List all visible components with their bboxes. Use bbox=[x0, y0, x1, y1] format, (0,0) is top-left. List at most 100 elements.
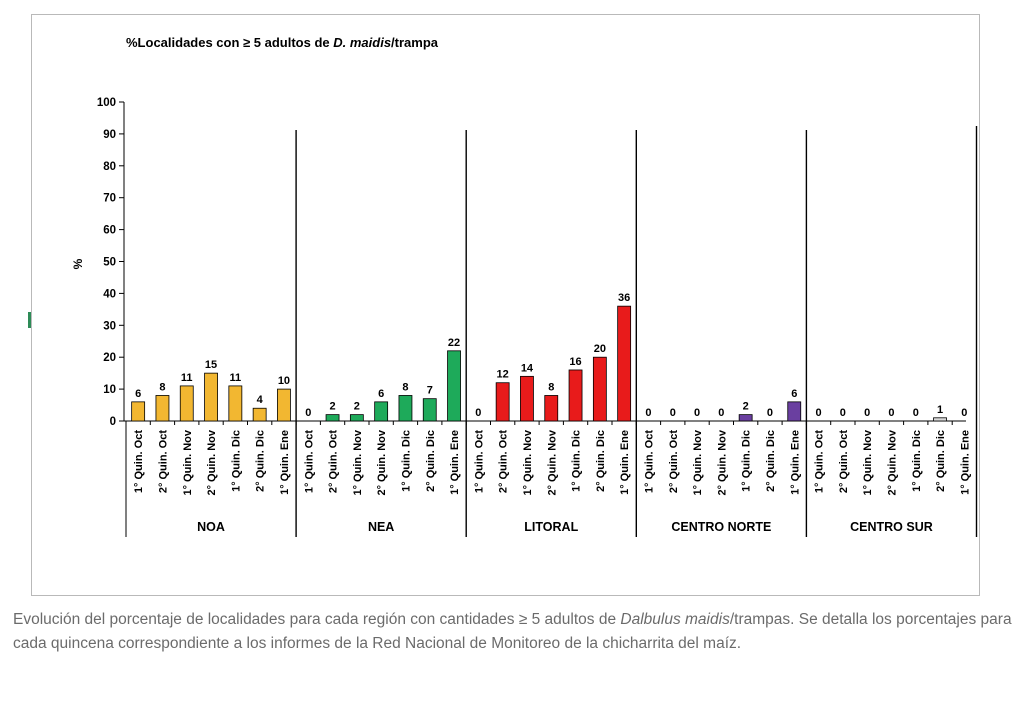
x-category-label: 1° Quin. Ene bbox=[449, 430, 461, 495]
x-category-label: 2° Quin. Nov bbox=[886, 429, 898, 495]
bar-value-label: 2 bbox=[743, 401, 749, 413]
x-group-label: CENTRO NORTE bbox=[671, 520, 771, 534]
x-category-label: 2° Quin. Dic bbox=[765, 430, 777, 492]
bar-value-label: 0 bbox=[913, 407, 919, 419]
bar-value-label: 0 bbox=[840, 407, 846, 419]
x-category-label: 1° Quin. Oct bbox=[473, 430, 485, 493]
bar-value-label: 0 bbox=[961, 407, 967, 419]
bar-value-label: 0 bbox=[888, 407, 894, 419]
x-category-label: 2° Quin. Oct bbox=[838, 430, 850, 493]
bar-value-label: 15 bbox=[205, 359, 217, 371]
bar-value-label: 0 bbox=[718, 407, 724, 419]
x-category-label: 1° Quin. Nov bbox=[352, 429, 364, 495]
bar bbox=[447, 350, 461, 422]
bar-value-label: 2 bbox=[354, 401, 360, 413]
figure-caption: Evolución del porcentaje de localidades … bbox=[13, 611, 1012, 652]
bar bbox=[398, 395, 413, 422]
x-category-label: 1° Quin. Oct bbox=[133, 430, 145, 493]
y-tick-label: 60 bbox=[103, 225, 116, 237]
x-group-label: CENTRO SUR bbox=[850, 520, 933, 534]
bar-value-label: 1 bbox=[937, 404, 943, 416]
bar bbox=[933, 417, 947, 422]
bar-value-label: 11 bbox=[230, 372, 242, 384]
bar bbox=[131, 401, 146, 422]
bar-value-label: 0 bbox=[815, 407, 821, 419]
bar-value-label: 16 bbox=[569, 356, 581, 368]
bar bbox=[738, 414, 753, 422]
bar-value-label: 8 bbox=[402, 381, 408, 393]
bar bbox=[520, 375, 534, 422]
bar bbox=[349, 414, 364, 422]
x-category-label: 1° Quin. Dic bbox=[741, 430, 753, 492]
x-category-label: 2° Quin. Dic bbox=[595, 430, 607, 492]
bar-value-label: 0 bbox=[694, 407, 700, 419]
caption-species: Dalbulus maidis bbox=[620, 611, 730, 628]
x-category-label: 2° Quin. Dic bbox=[935, 430, 947, 492]
bar bbox=[787, 401, 802, 422]
bar-value-label: 10 bbox=[278, 375, 290, 387]
bar bbox=[252, 407, 267, 422]
x-category-label: 2° Quin. Dic bbox=[255, 430, 267, 492]
y-tick-label: 20 bbox=[103, 352, 116, 364]
bar-value-label: 0 bbox=[670, 407, 676, 419]
y-tick-label: 90 bbox=[103, 129, 116, 141]
x-category-label: 2° Quin. Oct bbox=[328, 430, 340, 493]
y-tick-label: 50 bbox=[103, 257, 116, 269]
bar-value-label: 6 bbox=[135, 388, 141, 400]
bar-value-label: 2 bbox=[329, 401, 335, 413]
bar bbox=[179, 385, 194, 422]
bar bbox=[568, 369, 583, 422]
bar bbox=[277, 388, 291, 422]
y-tick-label: 80 bbox=[103, 161, 116, 173]
y-tick-label: 10 bbox=[103, 384, 116, 396]
bar bbox=[422, 398, 437, 422]
x-category-label: 2° Quin. Nov bbox=[206, 429, 218, 495]
bar-value-label: 8 bbox=[159, 381, 165, 393]
bar-chart: %Localidades con ≥ 5 adultos de D. maidi… bbox=[71, 35, 978, 537]
bar-value-label: 36 bbox=[618, 292, 630, 304]
y-tick-label: 40 bbox=[103, 288, 116, 300]
x-category-label: 1° Quin. Ene bbox=[959, 430, 971, 495]
x-category-label: 1° Quin. Dic bbox=[230, 430, 242, 492]
bar bbox=[228, 385, 243, 422]
x-category-label: 1° Quin. Oct bbox=[303, 430, 315, 493]
bar bbox=[155, 395, 170, 422]
x-category-label: 1° Quin. Nov bbox=[862, 429, 874, 495]
bar-value-label: 0 bbox=[864, 407, 870, 419]
x-category-label: 1° Quin. Ene bbox=[619, 430, 631, 495]
bar bbox=[374, 401, 389, 422]
x-group-label: NEA bbox=[368, 520, 394, 534]
x-category-label: 1° Quin. Dic bbox=[400, 430, 412, 492]
y-tick-label: 0 bbox=[110, 416, 116, 428]
bar-value-label: 8 bbox=[548, 381, 554, 393]
bar bbox=[544, 395, 559, 422]
y-tick-label: 70 bbox=[103, 193, 116, 205]
y-axis-label: % bbox=[71, 258, 85, 269]
x-category-label: 2° Quin. Nov bbox=[376, 429, 388, 495]
bar bbox=[592, 356, 607, 422]
x-category-label: 1° Quin. Nov bbox=[522, 429, 534, 495]
bar-value-label: 7 bbox=[427, 385, 433, 397]
bar-value-label: 22 bbox=[448, 337, 460, 349]
bar bbox=[495, 382, 510, 422]
bar-value-label: 0 bbox=[645, 407, 651, 419]
x-category-label: 1° Quin. Oct bbox=[814, 430, 826, 493]
bar-value-label: 14 bbox=[521, 362, 534, 374]
chart-title: %Localidades con ≥ 5 adultos de D. maidi… bbox=[126, 35, 439, 50]
x-group-label: NOA bbox=[197, 520, 225, 534]
y-tick-label: 100 bbox=[97, 97, 116, 109]
bar-value-label: 0 bbox=[767, 407, 773, 419]
x-category-label: 2° Quin. Nov bbox=[546, 429, 558, 495]
x-category-label: 1° Quin. Ene bbox=[789, 430, 801, 495]
bar bbox=[325, 414, 340, 422]
bar-value-label: 6 bbox=[791, 388, 797, 400]
x-category-label: 1° Quin. Oct bbox=[643, 430, 655, 493]
bar-value-label: 0 bbox=[305, 407, 311, 419]
bar-value-label: 20 bbox=[594, 343, 606, 355]
x-category-label: 1° Quin. Dic bbox=[571, 430, 583, 492]
x-category-label: 2° Quin. Oct bbox=[498, 430, 510, 493]
x-category-label: 2° Quin. Dic bbox=[425, 430, 437, 492]
x-category-label: 2° Quin. Oct bbox=[668, 430, 680, 493]
bar-value-label: 6 bbox=[378, 388, 384, 400]
bar-value-label: 0 bbox=[475, 407, 481, 419]
